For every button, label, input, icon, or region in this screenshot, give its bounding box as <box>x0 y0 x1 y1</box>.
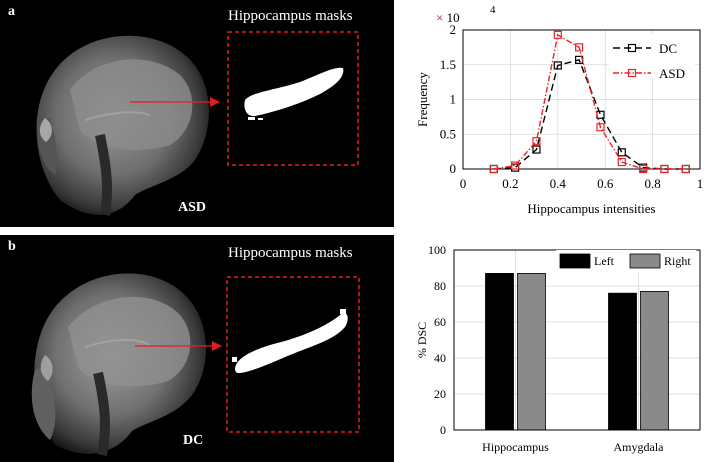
mri-panel-dc: b Hippocampus masks DC <box>0 235 394 462</box>
y-tick-label: 60 <box>434 315 446 329</box>
group-label-dc: DC <box>183 433 204 448</box>
hippocampus-mask-dc <box>235 313 348 374</box>
legend-box <box>556 250 696 272</box>
data-point-asd <box>532 137 541 146</box>
bar-left-amygdala <box>608 292 637 431</box>
data-point-asd <box>660 164 669 174</box>
data-point-dc <box>553 61 562 70</box>
legend-label-dc: DC <box>659 41 677 56</box>
bar-right-hippocampus <box>517 273 546 431</box>
data-point-asd <box>511 161 520 170</box>
legend-box <box>609 34 695 78</box>
mask-title-asd: Hippocampus masks <box>228 8 353 24</box>
y-axis-label: % DSC <box>415 322 429 358</box>
x-tick-label: 1 <box>697 176 704 191</box>
axis-multiplier: × 10 <box>436 10 460 25</box>
bar-left-hippocampus <box>485 273 514 431</box>
panel-label-b: b <box>8 239 16 254</box>
legend-swatch-right <box>629 253 661 269</box>
x-tick-label: 0.8 <box>644 176 660 191</box>
x-tick-label: Amygdala <box>614 440 665 454</box>
hippocampus-mask-asd <box>244 67 344 117</box>
data-point-dc <box>532 145 541 154</box>
legend-label-left: Left <box>594 254 615 268</box>
y-tick-label: 80 <box>434 279 446 293</box>
y-tick-label: 2 <box>450 22 457 37</box>
x-tick-label: 0.4 <box>550 176 567 191</box>
x-tick-label: Hippocampus <box>482 440 549 454</box>
mask-title-dc: Hippocampus masks <box>228 245 353 261</box>
series-line-dc <box>493 59 686 170</box>
x-tick-label: 0.2 <box>502 176 518 191</box>
y-tick-label: 0.5 <box>440 126 456 141</box>
group-label-asd: ASD <box>178 200 207 215</box>
mri-sagittal-image-asd <box>36 31 359 216</box>
mask-frame-dc <box>226 276 360 433</box>
y-tick-label: 20 <box>434 387 446 401</box>
y-tick-label: 40 <box>434 351 446 365</box>
legend-marker-asd <box>627 68 637 78</box>
x-tick-label: 0 <box>460 176 467 191</box>
y-tick-label: 0 <box>450 161 457 176</box>
data-point-dc <box>617 148 626 157</box>
bar-right-amygdala <box>640 291 669 431</box>
data-point-asd <box>575 43 584 52</box>
y-tick-label: 1 <box>450 92 457 107</box>
data-point-asd <box>596 123 605 132</box>
intensity-histogram-chart: 0 0.2 0.4 0.6 0.8 1 0 0.5 1 1.5 2× 10 4 Hippocampus … <box>400 0 709 230</box>
data-point-asd <box>681 164 690 174</box>
panel-label-a: a <box>8 4 15 19</box>
legend-marker-dc <box>627 43 637 53</box>
data-point-asd <box>617 157 626 167</box>
y-tick-label: 100 <box>428 243 446 257</box>
y-tick-label: 0 <box>440 423 446 437</box>
legend-label-right: Right <box>664 254 691 268</box>
dsc-bar-chart: 0 20 40 60 80 100 Hippocampus Amygdala % DSC Left… <box>400 232 709 462</box>
legend-swatch-left <box>559 253 591 269</box>
axis-multiplier-exponent: 4 <box>490 4 496 16</box>
mri-sagittal-image-dc <box>31 273 360 456</box>
series-line-asd <box>493 33 686 170</box>
legend-label-asd: ASD <box>659 66 685 81</box>
y-axis-label: Frequency <box>415 72 430 127</box>
mri-panel-asd: a Hippocampus masks ASD <box>0 0 394 227</box>
x-tick-label: 0.6 <box>597 176 614 191</box>
data-point-asd <box>553 30 562 39</box>
data-point-asd <box>489 164 498 174</box>
x-axis-label: Hippocampus intensities <box>527 201 655 216</box>
mask-frame-asd <box>227 31 359 166</box>
y-tick-label: 1.5 <box>440 57 456 72</box>
plot-frame <box>462 29 701 170</box>
data-point-asd <box>639 164 648 174</box>
